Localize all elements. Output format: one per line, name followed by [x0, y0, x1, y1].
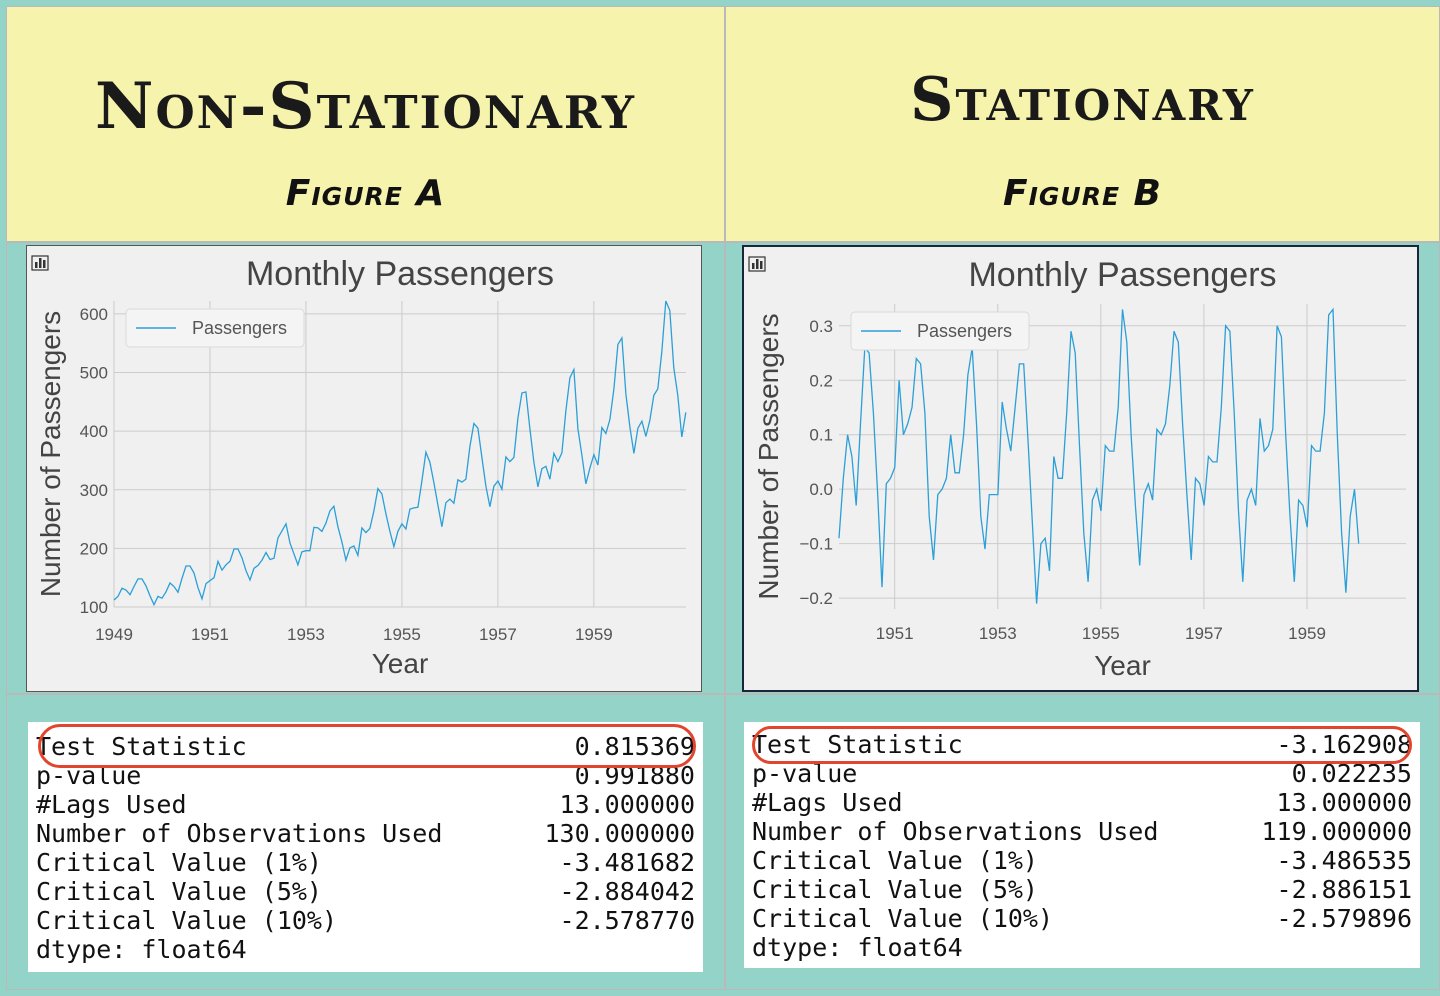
stat-value: -3.486535 [1276, 846, 1412, 875]
y-axis-label: Number of Passengers [753, 313, 784, 599]
x-tick-label: 1955 [383, 625, 421, 644]
stat-row: dtype: float64 [744, 933, 1420, 962]
stat-value: 13.000000 [559, 790, 695, 819]
stat-value: 13.000000 [1276, 788, 1412, 817]
stat-value: -2.579896 [1276, 904, 1412, 933]
chart-a-svg: 1949 1951 1953 1955 1957 1959 100 200 300 400 500 6… [31, 255, 687, 679]
chart-a: 1949 1951 1953 1955 1957 1959 100 200 300 400 500 6… [26, 245, 702, 692]
x-tick-label: 1953 [287, 625, 325, 644]
chart-mode-icon [748, 256, 766, 272]
stat-label: #Lags Used [36, 790, 187, 819]
stat-row: Number of Observations Used 130.000000 [28, 819, 703, 848]
x-tick-label: 1953 [979, 624, 1017, 643]
y-tick-label: 0.0 [809, 480, 833, 499]
chart-mode-icon-frame [31, 255, 49, 271]
chart-mode-icon-bar [752, 263, 755, 269]
panel-heading: Non-Stationary [94, 69, 636, 144]
legend-box [850, 311, 1030, 351]
stat-label: Critical Value (5%) [752, 875, 1038, 904]
stat-label: Number of Observations Used [36, 819, 443, 848]
panel-subheading: Figure A [285, 173, 446, 214]
y-tick-label: 100 [80, 598, 108, 617]
stat-label: dtype: float64 [752, 933, 963, 962]
test-statistic-highlight [38, 724, 696, 768]
panel-subheading: Figure B [1002, 173, 1162, 214]
stat-row: dtype: float64 [28, 935, 703, 964]
x-axis-label: Year [372, 648, 429, 679]
x-tick-label: 1957 [1185, 624, 1223, 643]
stat-value: 119.000000 [1261, 817, 1412, 846]
y-tick-label: 400 [80, 422, 108, 441]
stat-row: #Lags Used 13.000000 [744, 788, 1420, 817]
chart-mode-icon-frame [748, 256, 766, 272]
y-axis-label: Number of Passengers [35, 311, 66, 597]
legend-label: Passengers [917, 321, 1012, 341]
stat-value: -2.578770 [559, 906, 695, 935]
x-tick-label: 1951 [191, 625, 229, 644]
chart-mode-icon-bar [35, 262, 38, 268]
y-tick-label: 600 [80, 305, 108, 324]
stat-row: Critical Value (1%) -3.486535 [744, 846, 1420, 875]
stat-row: Critical Value (10%) -2.579896 [744, 904, 1420, 933]
x-tick-label: 1959 [1288, 624, 1326, 643]
chart-mode-icon-bar [43, 260, 46, 268]
stat-label: Critical Value (10%) [36, 906, 338, 935]
series-line-passengers [838, 307, 1360, 604]
chart-b-svg: 1951 1953 1955 1957 1959 −0.2 −0.1 0.0 0.1 0.2 0.3… [748, 256, 1406, 681]
stat-row: Critical Value (5%) -2.884042 [28, 877, 703, 906]
legend-label: Passengers [192, 318, 287, 338]
y-tick-label: −0.2 [799, 589, 833, 608]
stat-label: Critical Value (1%) [752, 846, 1038, 875]
stat-label: Number of Observations Used [752, 817, 1159, 846]
series-line-passengers [113, 300, 687, 607]
y-tick-label: −0.1 [799, 535, 833, 554]
chart-title: Monthly Passengers [968, 256, 1276, 294]
stat-label: Critical Value (10%) [752, 904, 1054, 933]
chart-mode-icon-bar [39, 258, 42, 268]
stat-value: -3.162908 [1276, 730, 1412, 759]
adf-stats-a: Test Statistic 0.815369 p-value 0.991880 #La… [28, 722, 703, 972]
y-tick-label: 500 [80, 364, 108, 383]
stat-row: Number of Observations Used 119.000000 [744, 817, 1420, 846]
x-tick-label: 1959 [575, 625, 613, 644]
legend: Passengers [125, 308, 305, 348]
stat-value: -2.886151 [1276, 875, 1412, 904]
x-tick-label: 1951 [876, 624, 914, 643]
stat-row: Critical Value (1%) -3.481682 [28, 848, 703, 877]
panel-heading: Stationary [910, 65, 1255, 135]
header-cell-a: Non-Stationary Figure A [6, 6, 725, 242]
y-tick-label: 200 [80, 539, 108, 558]
legend: Passengers [850, 311, 1030, 351]
stat-row: Critical Value (5%) -2.886151 [744, 875, 1420, 904]
legend-box [125, 308, 305, 348]
stat-label: Critical Value (5%) [36, 877, 322, 906]
stat-label: dtype: float64 [36, 935, 247, 964]
stat-label: Critical Value (1%) [36, 848, 322, 877]
chart-mode-icon-bar [760, 261, 763, 269]
chart-mode-icon-bar [756, 259, 759, 269]
stat-value: 130.000000 [544, 819, 695, 848]
stat-row: Test Statistic -3.162908 [744, 730, 1420, 759]
x-tick-label: 1957 [479, 625, 517, 644]
stat-value: -3.481682 [559, 848, 695, 877]
stat-row: Critical Value (10%) -2.578770 [28, 906, 703, 935]
stat-row: #Lags Used 13.000000 [28, 790, 703, 819]
y-tick-label: 0.3 [809, 317, 833, 336]
header-cell-b: Stationary Figure B [725, 6, 1440, 242]
x-axis-label: Year [1094, 650, 1151, 681]
adf-stats-b: Test Statistic -3.162908 p-value 0.022235 #L… [744, 722, 1420, 968]
stat-label: #Lags Used [752, 788, 903, 817]
chart-b: 1951 1953 1955 1957 1959 −0.2 −0.1 0.0 0.1 0.2 0.3… [742, 245, 1419, 692]
stat-label: Test Statistic [752, 730, 963, 759]
chart-title: Monthly Passengers [246, 255, 554, 293]
y-tick-label: 0.2 [809, 371, 833, 390]
x-tick-label: 1949 [95, 625, 133, 644]
chart-mode-icon [31, 255, 49, 271]
x-tick-label: 1955 [1082, 624, 1120, 643]
test-statistic-highlight [752, 726, 1412, 764]
y-tick-label: 0.1 [809, 426, 833, 445]
stat-value: -2.884042 [559, 877, 695, 906]
y-tick-label: 300 [80, 481, 108, 500]
